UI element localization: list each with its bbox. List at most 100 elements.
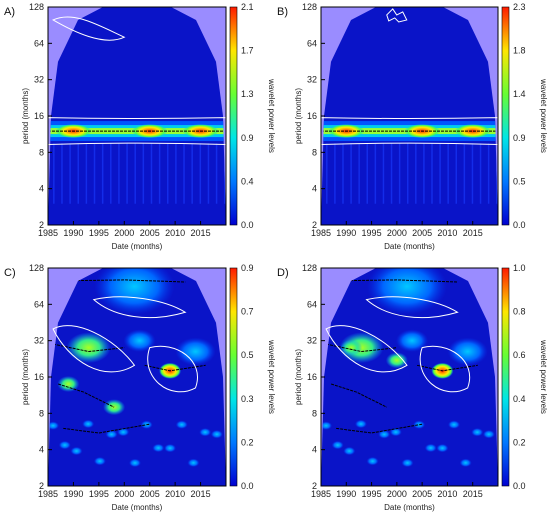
x-axis-label: Date (months) (112, 503, 163, 512)
streak (390, 143, 393, 204)
power-blob (105, 430, 118, 439)
y-tick-label: 128 (302, 2, 317, 12)
x-axis-label: Date (months) (384, 503, 435, 512)
streak (199, 143, 202, 204)
streak (358, 143, 360, 204)
colorbar-tick-label: 1.3 (241, 89, 254, 99)
x-tick-label: 1995 (362, 228, 382, 238)
streak (455, 143, 458, 204)
power-blob (354, 419, 367, 429)
streak (374, 143, 377, 204)
x-tick-label: 1995 (89, 489, 109, 499)
streak (487, 143, 490, 204)
x-tick-label: 1985 (38, 489, 58, 499)
ridge-line (52, 343, 125, 353)
panel-b: 1985 1990 1995 2000 2005 2010 2015 2 4 8 16 32 64 128… (277, 2, 548, 251)
power-blob (123, 329, 156, 352)
x-axis-label: Date (months) (384, 242, 435, 251)
streak (326, 143, 328, 204)
streak (183, 143, 185, 204)
colorbar-tick-label: 1.0 (513, 263, 526, 273)
significance-contour (325, 325, 408, 373)
significance-contour (386, 8, 408, 23)
x-tick-label: 2010 (165, 489, 185, 499)
y-tick-label: 4 (312, 184, 317, 194)
x-tick-label: 2015 (463, 228, 483, 238)
x-tick-label: 2005 (140, 228, 160, 238)
power-blob (66, 332, 111, 364)
streak (431, 143, 433, 204)
x-tick-label: 1990 (63, 228, 83, 238)
power-hotspot (340, 339, 363, 356)
streak (463, 143, 466, 204)
power-blob (94, 268, 175, 315)
x-tick-label: 2015 (191, 489, 211, 499)
power-blob (210, 430, 223, 439)
x-tick-label: 1990 (336, 228, 356, 238)
colorbar-label: wavelet power levels (267, 78, 276, 153)
power-blob (366, 456, 379, 466)
y-tick-label: 16 (34, 372, 44, 382)
streak (423, 143, 425, 204)
streak (207, 143, 210, 204)
plot-area (321, 268, 498, 486)
colorbar-tick-label: 2.1 (241, 2, 254, 12)
colorbar-tick-label: 0.7 (241, 307, 254, 317)
y-tick-label: 4 (312, 445, 317, 455)
x-tick-label: 1990 (336, 489, 356, 499)
cone-interior (48, 7, 226, 225)
significance-contour (147, 345, 198, 393)
y-tick-label: 2 (39, 481, 44, 491)
plot-area (48, 268, 226, 486)
colorbar-tick-label: 0.9 (241, 133, 254, 143)
power-blob (93, 456, 106, 466)
power-blob (48, 421, 60, 430)
y-tick-label: 8 (39, 408, 44, 418)
panel-a: 1985 1990 1995 2000 2005 2010 2015 2 4 8 16 32 64 128… (4, 2, 276, 251)
power-blob (436, 443, 449, 453)
y-tick-label: 32 (34, 336, 44, 346)
power-blob (396, 329, 429, 352)
power-blob (117, 427, 130, 437)
power-blob (378, 430, 391, 439)
x-tick-label: 1995 (362, 489, 382, 499)
x-tick-label: 2010 (437, 228, 457, 238)
power-blob (343, 446, 356, 456)
power-blob (413, 420, 426, 429)
power-hotspot (57, 375, 80, 392)
colorbar-label: wavelet power levels (267, 339, 276, 414)
streak (150, 143, 153, 204)
ridge-line (326, 279, 458, 283)
panel-label: A) (4, 6, 15, 18)
colorbar-label: wavelet power levels (539, 339, 548, 414)
streak (85, 143, 88, 204)
streak (334, 143, 336, 204)
colorbar-tick-label: 0.0 (241, 481, 254, 491)
y-tick-label: 2 (312, 481, 317, 491)
y-tick-label: 32 (307, 75, 317, 85)
y-tick-label: 128 (29, 2, 44, 12)
y-tick-label: 64 (307, 299, 317, 309)
streak (398, 143, 401, 204)
y-tick-label: 128 (29, 263, 44, 273)
ridge-line (416, 364, 478, 372)
power-hotspot (385, 352, 408, 369)
y-tick-label: 32 (34, 75, 44, 85)
x-tick-label: 2000 (114, 489, 134, 499)
streak (215, 143, 218, 204)
power-blob (187, 458, 200, 468)
power-blob (448, 420, 461, 429)
colorbar (501, 267, 510, 487)
y-tick-label: 8 (39, 147, 44, 157)
y-tick-label: 2 (312, 220, 317, 230)
streak (406, 143, 409, 204)
significance-contour (92, 296, 187, 319)
panel-c: 1985 1990 1995 2000 2005 2010 2015 2 4 8 16 32 64 128… (4, 263, 276, 512)
x-tick-label: 2000 (387, 228, 407, 238)
significance-contour (52, 16, 126, 41)
x-tick-label: 1990 (63, 489, 83, 499)
streak (342, 143, 344, 204)
power-blob (175, 337, 216, 366)
x-tick-label: 2015 (463, 489, 483, 499)
